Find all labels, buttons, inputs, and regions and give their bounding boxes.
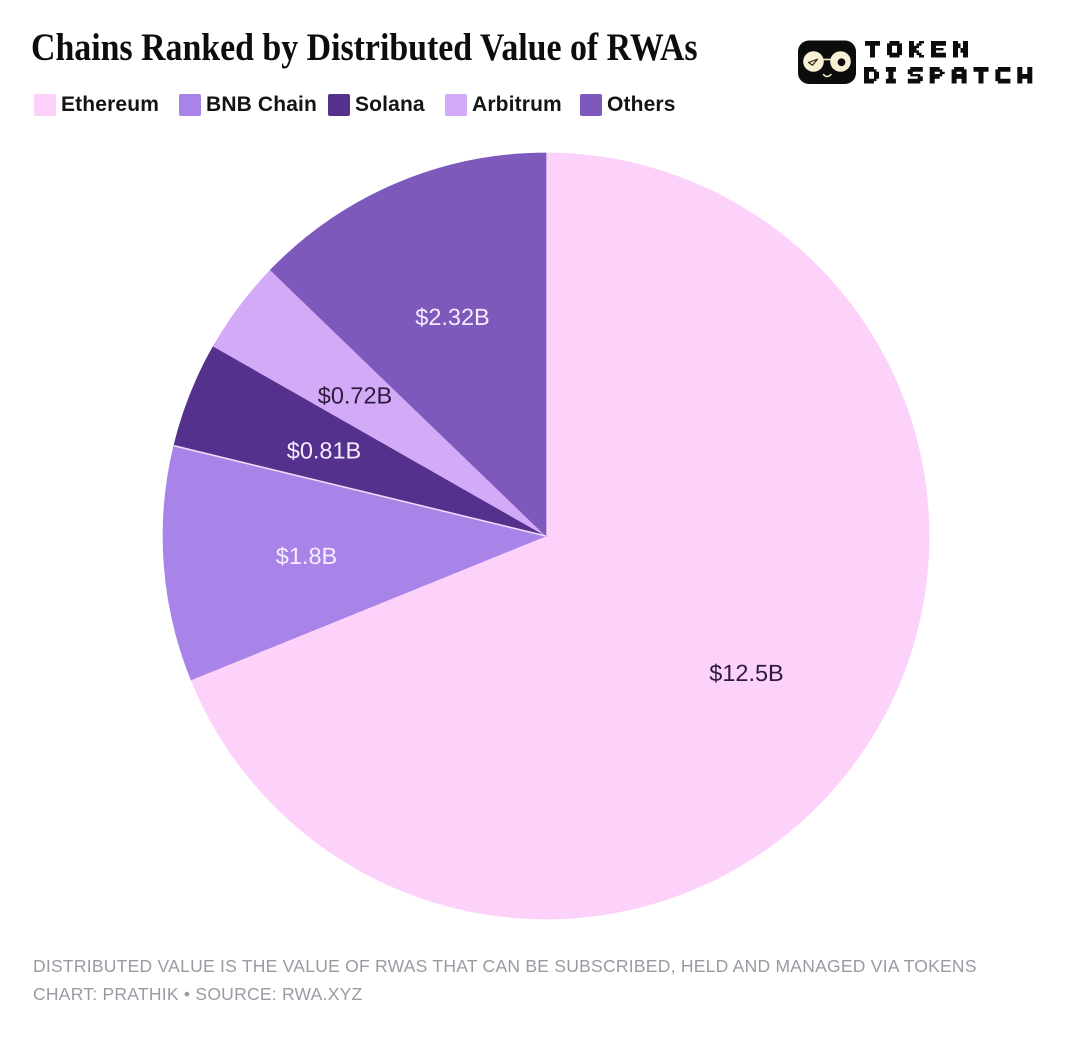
svg-text:$0.72B: $0.72B (318, 383, 392, 409)
svg-text:$0.81B: $0.81B (287, 438, 361, 464)
svg-text:$2.32B: $2.32B (415, 304, 489, 330)
svg-text:$1.8B: $1.8B (276, 543, 337, 569)
svg-text:$12.5B: $12.5B (709, 660, 783, 686)
